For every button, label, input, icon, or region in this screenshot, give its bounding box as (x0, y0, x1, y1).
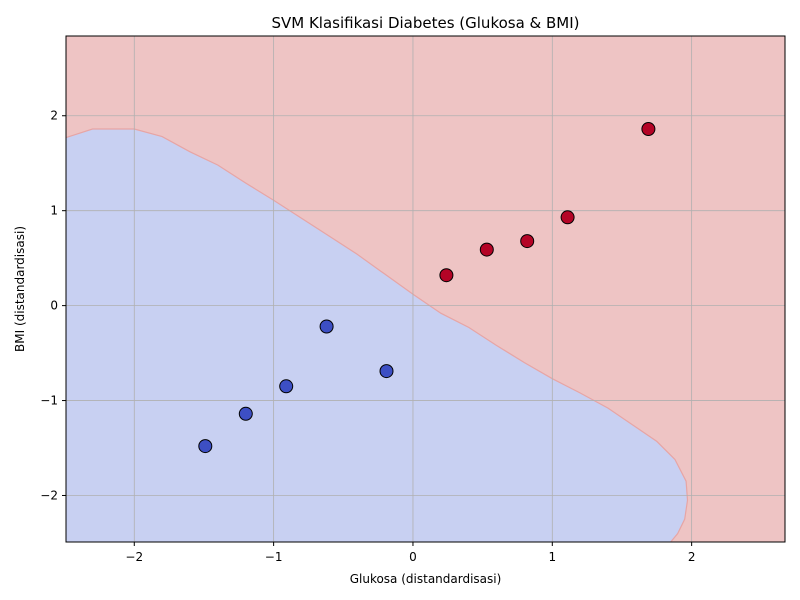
decision-boundary-line (66, 128, 689, 542)
x-tick-label: −2 (125, 550, 143, 564)
data-point-class0 (279, 379, 294, 394)
data-point-class1 (641, 122, 656, 136)
data-point-class1 (479, 242, 494, 257)
x-axis-label: Glukosa (distandardisasi) (350, 572, 502, 586)
data-point-class0 (379, 364, 394, 379)
data-point-class0 (319, 319, 334, 334)
chart-title: SVM Klasifikasi Diabetes (Glukosa & BMI) (271, 14, 579, 32)
plot-frame (65, 35, 786, 543)
data-point-class0 (198, 439, 213, 454)
y-tick-label: 0 (50, 299, 58, 313)
data-point-class0 (238, 406, 253, 421)
data-point-class1 (520, 234, 535, 249)
y-tick-label: 2 (50, 109, 58, 123)
x-tick-label: −1 (265, 550, 283, 564)
data-point-class1 (439, 268, 454, 283)
x-axis-ticks: −2 −1 0 1 2 (125, 542, 695, 564)
y-axis-label: BMI (distandardisasi) (13, 226, 27, 352)
y-tick-label: −1 (40, 394, 58, 408)
data-point-class1 (560, 210, 575, 225)
y-axis-ticks: −2 −1 0 1 2 (40, 109, 66, 502)
decision-region-class0 (66, 129, 688, 542)
y-tick-label: −2 (40, 488, 58, 502)
x-tick-label: 0 (409, 550, 417, 564)
x-tick-label: 1 (548, 550, 556, 564)
x-tick-label: 2 (688, 550, 696, 564)
y-tick-label: 1 (50, 204, 58, 218)
grid-lines (66, 36, 785, 542)
scatter-points (198, 122, 656, 454)
